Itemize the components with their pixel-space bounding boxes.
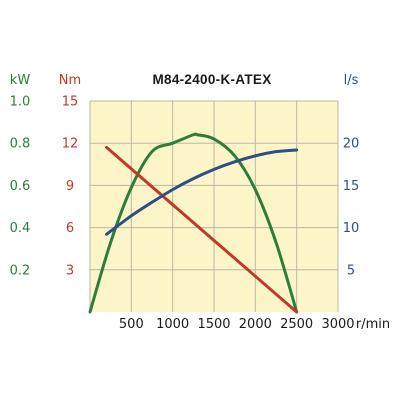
power-tick-label: 1.0 (10, 95, 31, 110)
flow-tick-label: 20 (343, 137, 360, 152)
flow-tick-label: 10 (343, 221, 360, 236)
chart-title: M84-2400-K-ATEX (152, 72, 271, 87)
power-tick-label: 0.2 (10, 263, 31, 278)
torque-curve (105, 145, 299, 314)
power-axis-unit: kW (10, 73, 31, 88)
torque-tick-label: 3 (66, 263, 74, 278)
torque-tick-label: 12 (62, 137, 79, 152)
torque-axis-unit: Nm (59, 73, 81, 88)
tick-labels: 500 1000 1500 2000 2500 3000 0.2 0.4 0.6 0.8 1.0 3 6… (10, 95, 360, 333)
flow-axis-unit: l/s (344, 73, 359, 88)
power-curve (88, 132, 299, 314)
flow-tick-label: 15 (343, 179, 360, 194)
flow-curve (105, 148, 299, 236)
x-tick-label: 1500 (197, 317, 230, 332)
torque-tick-label: 9 (66, 179, 74, 194)
series-group (88, 132, 299, 314)
x-axis-label: r/min (356, 317, 390, 332)
x-tick-label: 2000 (239, 317, 272, 332)
torque-tick-label: 15 (62, 95, 79, 110)
torque-tick-label: 6 (66, 221, 74, 236)
power-tick-label: 0.8 (10, 137, 31, 152)
x-tick-label: 3000 (321, 317, 354, 332)
x-tick-label: 2500 (280, 317, 313, 332)
x-tick-label: 1000 (156, 317, 189, 332)
x-tick-label: 500 (119, 317, 144, 332)
power-tick-label: 0.4 (10, 221, 31, 236)
power-tick-label: 0.6 (10, 179, 31, 194)
flow-tick-label: 5 (347, 263, 355, 278)
